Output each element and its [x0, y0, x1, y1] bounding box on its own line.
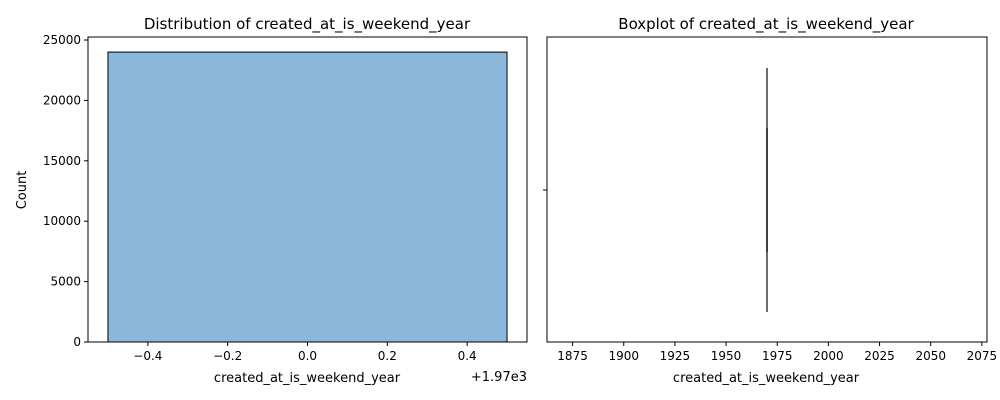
histogram-y-tick-label: 10000	[43, 214, 81, 228]
histogram-x-tick-label: 0.2	[378, 349, 397, 363]
boxplot-x-tick-label: 1925	[660, 349, 691, 363]
histogram-bar-0	[107, 51, 508, 343]
boxplot-x-tick-label: 1875	[557, 349, 588, 363]
histogram-panel: Distribution of created_at_is_weekend_ye…	[15, 15, 528, 386]
boxplot-x-tick-label: 2075	[967, 349, 998, 363]
histogram-x-tick-label: 0.4	[458, 349, 477, 363]
boxplot-x-tick-label: 1900	[608, 349, 639, 363]
boxplot-x-tick-label: 2000	[813, 349, 844, 363]
histogram-y-ticks: 0 5000 10000 15000 20000 25000	[43, 33, 88, 349]
histogram-x-axis-label: created_at_is_weekend_year	[214, 371, 401, 386]
histogram-y-tick-label: 25000	[43, 33, 81, 47]
boxplot-x-tick-label: 2025	[864, 349, 895, 363]
boxplot-title: Boxplot of created_at_is_weekend_year	[618, 15, 914, 34]
histogram-y-tick-label: 0	[73, 335, 81, 349]
boxplot-axes-frame	[546, 36, 988, 343]
histogram-y-tick-label: 15000	[43, 154, 81, 168]
histogram-y-tick-label: 5000	[50, 275, 81, 289]
histogram-title: Distribution of created_at_is_weekend_ye…	[144, 15, 471, 34]
histogram-bars	[107, 51, 508, 343]
histogram-y-tick-label: 20000	[43, 93, 81, 107]
histogram-axes-frame	[87, 36, 528, 343]
histogram-x-ticks: −0.4 −0.2 0.0 0.2 0.4	[133, 342, 477, 363]
histogram-x-offset-label: +1.97e3	[471, 370, 527, 385]
histogram-x-tick-label: −0.4	[133, 349, 162, 363]
histogram-x-tick-label: 0.0	[298, 349, 317, 363]
histogram-y-axis-label: Count	[15, 171, 30, 210]
boxplot-panel: Boxplot of created_at_is_weekend_year 18…	[543, 15, 997, 386]
boxplot-x-tick-label: 1975	[762, 349, 793, 363]
boxplot-x-tick-label: 1950	[711, 349, 742, 363]
boxplot-x-tick-label: 2050	[915, 349, 946, 363]
boxplot-x-ticks: 1875 1900 1925 1950 1975 2000 2025 2050 2075	[557, 342, 997, 363]
histogram-x-tick-label: −0.2	[213, 349, 242, 363]
boxplot-x-axis-label: created_at_is_weekend_year	[673, 371, 860, 386]
